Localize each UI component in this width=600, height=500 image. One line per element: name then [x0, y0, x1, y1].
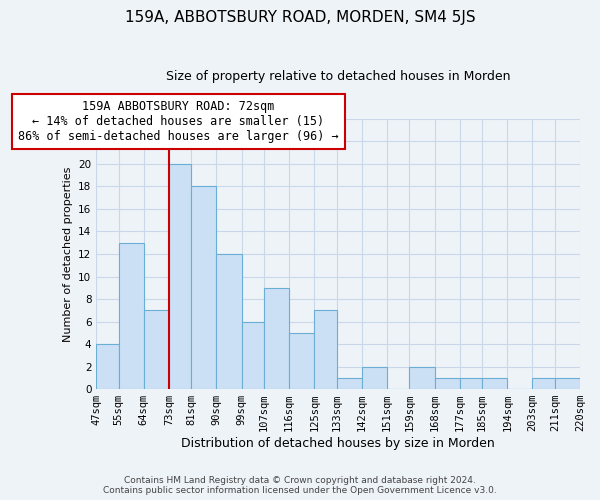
Bar	[169, 164, 191, 389]
Text: 159A, ABBOTSBURY ROAD, MORDEN, SM4 5JS: 159A, ABBOTSBURY ROAD, MORDEN, SM4 5JS	[125, 10, 475, 25]
Bar	[314, 310, 337, 389]
Bar	[409, 366, 434, 389]
Bar	[289, 333, 314, 389]
Bar	[362, 366, 387, 389]
Bar	[217, 254, 242, 389]
Bar	[119, 242, 144, 389]
Bar	[191, 186, 217, 389]
Bar	[96, 344, 119, 389]
Bar	[434, 378, 460, 389]
Bar	[264, 288, 289, 389]
X-axis label: Distribution of detached houses by size in Morden: Distribution of detached houses by size …	[181, 437, 495, 450]
Bar	[337, 378, 362, 389]
Bar	[144, 310, 169, 389]
Bar	[460, 378, 482, 389]
Text: 159A ABBOTSBURY ROAD: 72sqm
← 14% of detached houses are smaller (15)
86% of sem: 159A ABBOTSBURY ROAD: 72sqm ← 14% of det…	[18, 100, 339, 143]
Y-axis label: Number of detached properties: Number of detached properties	[62, 166, 73, 342]
Bar	[482, 378, 507, 389]
Title: Size of property relative to detached houses in Morden: Size of property relative to detached ho…	[166, 70, 511, 83]
Bar	[555, 378, 580, 389]
Bar	[532, 378, 555, 389]
Text: Contains HM Land Registry data © Crown copyright and database right 2024.
Contai: Contains HM Land Registry data © Crown c…	[103, 476, 497, 495]
Bar	[242, 322, 264, 389]
